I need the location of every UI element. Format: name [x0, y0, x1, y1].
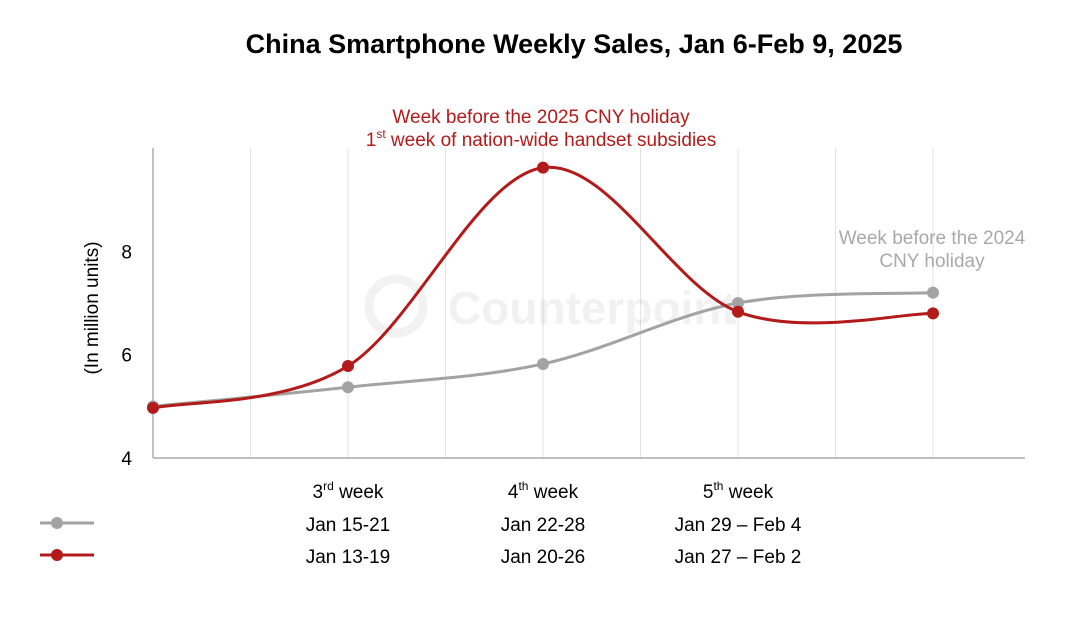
x-date-label: Jan 13-19 — [306, 547, 391, 568]
legend-marker-1 — [51, 549, 63, 561]
data-point-1-3 — [732, 305, 744, 318]
annotation-2025-line1: Week before the 2025 CNY holiday — [392, 107, 690, 128]
data-point-1-2 — [537, 161, 549, 174]
x-date-label: Jan 15-21 — [306, 515, 391, 536]
x-week-label: 3rd week — [313, 479, 384, 503]
chart-title: China Smartphone Weekly Sales, Jan 6-Feb… — [246, 29, 903, 59]
x-axis-labels: 3rd week 4th week 5th week Jan 15-21 Jan 22-… — [306, 479, 802, 568]
x-date-label: Jan 29 – Feb 4 — [675, 515, 802, 536]
data-point-0-2 — [537, 357, 549, 370]
y-tick-label: 6 — [121, 346, 132, 367]
data-point-0-1 — [342, 381, 354, 394]
y-axis-label: (In million units) — [82, 241, 103, 374]
data-point-1-0 — [147, 401, 159, 414]
annotation-2024-line2: CNY holiday — [879, 251, 985, 272]
legend — [40, 517, 94, 561]
x-week-label: 5th week — [703, 479, 774, 503]
x-week-label: 4th week — [508, 479, 579, 503]
x-date-label: Jan 20-26 — [501, 547, 586, 568]
y-axis-ticks: 4 6 8 — [121, 242, 132, 470]
watermark-text: Counterpoint — [448, 282, 737, 334]
y-tick-label: 8 — [121, 242, 132, 263]
annotation-2025-line2: 1st week of nation-wide handset subsidie… — [366, 127, 717, 151]
data-point-1-1 — [342, 360, 354, 373]
data-point-0-4 — [927, 286, 939, 299]
x-date-label: Jan 27 – Feb 2 — [675, 547, 802, 568]
marker-layer — [147, 161, 939, 414]
x-date-label: Jan 22-28 — [501, 515, 586, 536]
watermark-logo — [364, 274, 428, 338]
annotation-2024-line1: Week before the 2024 — [839, 228, 1026, 249]
legend-marker-0 — [51, 517, 63, 529]
y-tick-label: 4 — [121, 449, 132, 470]
data-point-0-3 — [732, 297, 744, 309]
data-point-1-4 — [927, 307, 939, 320]
